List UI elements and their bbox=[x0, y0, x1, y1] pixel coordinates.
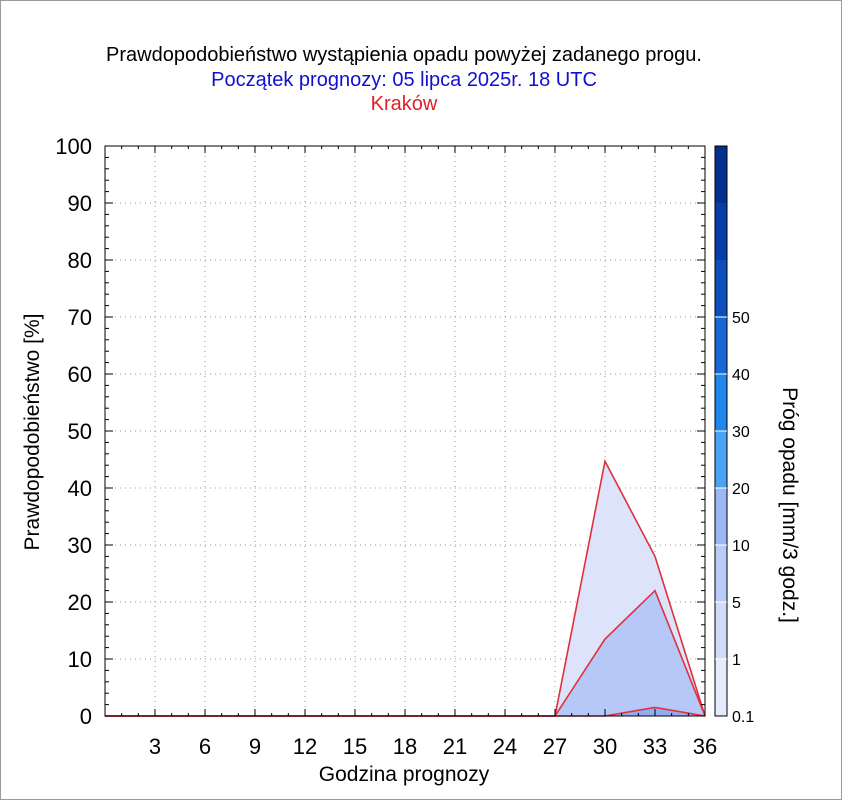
colorbar-tick-label: 30 bbox=[732, 424, 750, 441]
colorbar-band bbox=[715, 602, 727, 659]
colorbar-label: Próg opadu [mm/3 godz.] bbox=[778, 387, 801, 623]
colorbar-tick-labels: 0.1 1 5 10 20 30 40 50 bbox=[732, 310, 754, 726]
colorbar-band bbox=[715, 203, 727, 260]
x-tick-label: 12 bbox=[293, 734, 317, 759]
y-tick-labels: 0 10 20 30 40 50 60 70 80 90 100 bbox=[55, 134, 92, 729]
y-tick-label: 100 bbox=[55, 134, 92, 159]
y-tick-label: 50 bbox=[68, 419, 92, 444]
grid bbox=[105, 146, 705, 716]
x-tick-label: 24 bbox=[493, 734, 517, 759]
series-areas bbox=[105, 458, 706, 717]
colorbar-tick-label: 1 bbox=[732, 652, 741, 669]
colorbar-tick-label: 50 bbox=[732, 310, 750, 327]
y-tick-label: 40 bbox=[68, 476, 92, 501]
x-tick-label: 33 bbox=[643, 734, 667, 759]
x-tick-label: 6 bbox=[199, 734, 211, 759]
colorbar-band bbox=[715, 260, 727, 317]
y-axis-label: Prawdopodobieństwo [%] bbox=[21, 314, 44, 551]
x-tick-label: 36 bbox=[693, 734, 717, 759]
x-tick-label: 3 bbox=[149, 734, 161, 759]
area-series bbox=[105, 590, 705, 716]
y-tick-label: 80 bbox=[68, 248, 92, 273]
colorbar-band bbox=[715, 431, 727, 488]
y-tick-label: 70 bbox=[68, 305, 92, 330]
x-tick-label: 30 bbox=[593, 734, 617, 759]
colorbar-tick-label: 5 bbox=[732, 595, 741, 612]
axis-ticks bbox=[105, 145, 706, 717]
x-axis-label: Godzina prognozy bbox=[319, 763, 490, 786]
x-tick-label: 9 bbox=[249, 734, 261, 759]
x-tick-label: 18 bbox=[393, 734, 417, 759]
colorbar-tick-label: 20 bbox=[732, 481, 750, 498]
colorbar-tick-label: 10 bbox=[732, 538, 750, 555]
colorbar bbox=[714, 145, 728, 717]
x-tick-label: 15 bbox=[343, 734, 367, 759]
colorbar-band bbox=[715, 659, 727, 716]
colorbar-band bbox=[715, 545, 727, 602]
colorbar-band bbox=[715, 374, 727, 431]
y-tick-label: 20 bbox=[68, 590, 92, 615]
y-tick-label: 10 bbox=[68, 647, 92, 672]
x-tick-label: 27 bbox=[543, 734, 567, 759]
chart-location: Kraków bbox=[371, 93, 438, 115]
colorbar-band bbox=[715, 317, 727, 374]
chart-title: Prawdopodobieństwo wystąpienia opadu pow… bbox=[106, 44, 702, 66]
y-tick-label: 60 bbox=[68, 362, 92, 387]
colorbar-tick-label: 0.1 bbox=[732, 709, 754, 726]
x-tick-label: 21 bbox=[443, 734, 467, 759]
chart-subtitle: Początek prognozy: 05 lipca 2025r. 18 UT… bbox=[211, 69, 597, 91]
y-tick-label: 0 bbox=[80, 704, 92, 729]
colorbar-tick-label: 40 bbox=[732, 367, 750, 384]
y-tick-label: 90 bbox=[68, 191, 92, 216]
colorbar-band bbox=[715, 146, 727, 203]
colorbar-band bbox=[715, 488, 727, 545]
area-series bbox=[105, 707, 705, 716]
x-tick-labels: 3 6 9 12 15 18 21 24 27 30 33 36 bbox=[149, 734, 717, 759]
y-tick-label: 30 bbox=[68, 533, 92, 558]
